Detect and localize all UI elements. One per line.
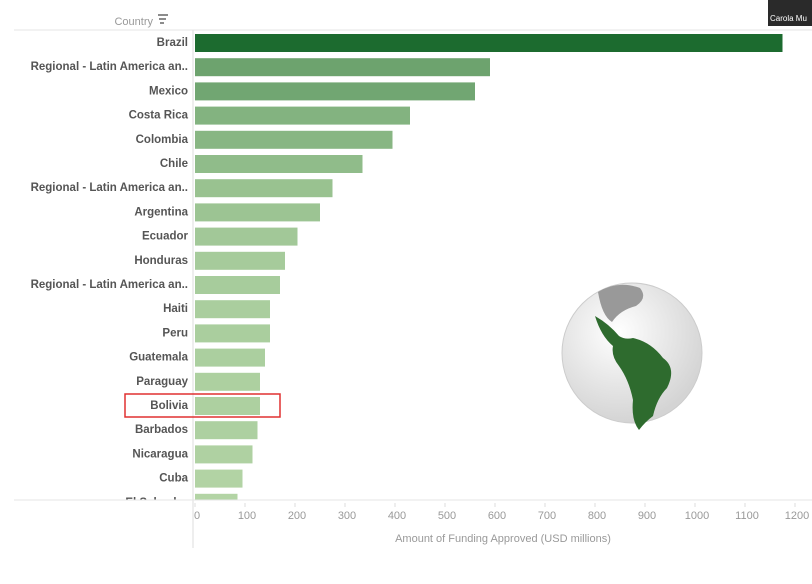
- y-tick-label: Costa Rica: [129, 110, 189, 122]
- bar: [195, 179, 333, 198]
- x-tick-label: 0: [194, 510, 200, 522]
- x-tick-label: 1100: [735, 510, 759, 522]
- bar: [195, 421, 258, 440]
- x-tick-label: 300: [338, 510, 356, 522]
- y-tick-label: Colombia: [136, 134, 189, 146]
- bar: [195, 348, 265, 367]
- y-tick-label: Argentina: [134, 206, 188, 218]
- x-tick-label: 1000: [685, 510, 709, 522]
- x-tick-label: 200: [288, 510, 306, 522]
- column-header: Country: [114, 16, 153, 28]
- y-tick-label: Ecuador: [142, 231, 189, 243]
- y-tick-label: Barbados: [135, 424, 188, 436]
- bar: [195, 251, 285, 270]
- y-tick-label: Regional - Latin America an..: [31, 279, 188, 291]
- y-tick-label: Paraguay: [136, 376, 188, 388]
- highlight-box: [124, 393, 281, 418]
- y-tick-label: Honduras: [134, 255, 188, 267]
- y-tick-label: Nicaragua: [132, 448, 188, 460]
- bar: [195, 445, 253, 464]
- y-tick-label: Mexico: [149, 85, 188, 97]
- bar: [195, 300, 270, 319]
- bar: [195, 397, 260, 415]
- y-tick-label: Cuba: [159, 473, 188, 485]
- sort-icon[interactable]: [158, 14, 168, 24]
- x-tick-label: 600: [488, 510, 506, 522]
- bar: [195, 155, 363, 173]
- x-tick-label: 500: [438, 510, 456, 522]
- y-tick-label: Regional - Latin America an..: [31, 182, 188, 194]
- bar: [195, 34, 783, 52]
- y-tick-label: Chile: [160, 158, 188, 170]
- bar: [195, 227, 298, 246]
- y-tick-label: Brazil: [157, 37, 188, 49]
- webcam-thumbnail: [768, 0, 812, 26]
- bar: [195, 130, 393, 149]
- bar: [195, 82, 475, 101]
- y-tick-label: Peru: [162, 327, 188, 339]
- bar: [195, 493, 238, 500]
- x-tick-label: 1200: [785, 510, 809, 522]
- bar: [195, 106, 410, 125]
- y-tick-label: Regional - Latin America an..: [31, 61, 188, 73]
- x-tick-label: 700: [538, 510, 556, 522]
- x-tick-label: 800: [588, 510, 606, 522]
- bar: [195, 58, 490, 77]
- bar: [195, 372, 260, 391]
- x-tick-label: 900: [638, 510, 656, 522]
- bar: [195, 276, 280, 294]
- x-axis-title: Amount of Funding Approved (USD millions…: [395, 533, 611, 545]
- webcam-label: Carola Mu: [770, 14, 807, 23]
- y-tick-label: Haiti: [163, 303, 188, 315]
- x-tick-label: 400: [388, 510, 406, 522]
- globe: [561, 282, 703, 430]
- x-tick-label: 100: [238, 510, 256, 522]
- bar: [195, 203, 320, 222]
- y-tick-label: Bolivia: [150, 400, 188, 412]
- y-tick-label: Guatemala: [129, 352, 188, 364]
- bar: [195, 469, 243, 488]
- bar: [195, 324, 270, 343]
- y-tick-label: El Salvador: [125, 497, 188, 509]
